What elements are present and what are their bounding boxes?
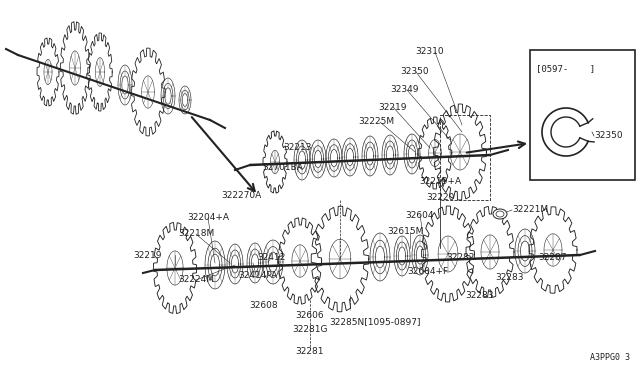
Polygon shape xyxy=(420,204,476,304)
Text: 32281: 32281 xyxy=(296,347,324,356)
Text: 32349: 32349 xyxy=(391,86,419,94)
Text: 32606: 32606 xyxy=(296,311,324,320)
Polygon shape xyxy=(380,130,400,180)
Polygon shape xyxy=(90,40,110,104)
Polygon shape xyxy=(402,129,422,179)
Bar xyxy=(530,50,635,180)
Polygon shape xyxy=(63,30,87,106)
Ellipse shape xyxy=(496,211,504,217)
Polygon shape xyxy=(39,44,57,100)
Polygon shape xyxy=(392,231,412,281)
Polygon shape xyxy=(292,135,312,185)
Text: 32282: 32282 xyxy=(446,253,474,263)
Text: 32604: 32604 xyxy=(406,211,435,219)
Polygon shape xyxy=(310,204,370,314)
Polygon shape xyxy=(134,56,162,128)
Text: 32219+A: 32219+A xyxy=(419,177,461,186)
Text: A3PPG0 3: A3PPG0 3 xyxy=(590,353,630,362)
Text: 32221M: 32221M xyxy=(512,205,548,215)
Text: 32220: 32220 xyxy=(426,193,454,202)
Polygon shape xyxy=(179,86,191,114)
Polygon shape xyxy=(433,102,488,202)
Text: 32204+A: 32204+A xyxy=(187,214,229,222)
Polygon shape xyxy=(262,129,287,195)
Text: 32219: 32219 xyxy=(379,103,407,112)
Text: 32219: 32219 xyxy=(134,250,163,260)
Polygon shape xyxy=(367,227,392,287)
Polygon shape xyxy=(202,235,227,295)
Polygon shape xyxy=(118,65,132,105)
Polygon shape xyxy=(161,78,175,114)
Text: 32608: 32608 xyxy=(250,301,278,310)
Text: 32287: 32287 xyxy=(538,253,566,263)
Text: [0597-    ]: [0597- ] xyxy=(536,64,595,73)
Polygon shape xyxy=(417,116,452,190)
Polygon shape xyxy=(465,205,515,299)
Polygon shape xyxy=(308,135,328,183)
Text: 32281G: 32281G xyxy=(292,326,328,334)
Text: 32283: 32283 xyxy=(466,291,494,299)
Polygon shape xyxy=(340,133,360,181)
Text: 32604+F: 32604+F xyxy=(408,267,449,276)
Text: 32350: 32350 xyxy=(594,131,623,141)
Polygon shape xyxy=(513,224,538,279)
Polygon shape xyxy=(260,234,285,289)
Text: 32213: 32213 xyxy=(284,144,312,153)
Text: 32412: 32412 xyxy=(257,253,285,263)
Polygon shape xyxy=(245,238,265,288)
Polygon shape xyxy=(225,239,245,289)
Text: 32701BA: 32701BA xyxy=(262,164,303,173)
Ellipse shape xyxy=(493,209,507,219)
Text: 32414PA: 32414PA xyxy=(238,270,278,279)
Text: 32283: 32283 xyxy=(496,273,524,282)
Polygon shape xyxy=(324,134,344,182)
Text: 322270A: 322270A xyxy=(221,192,261,201)
Text: 32350: 32350 xyxy=(401,67,429,77)
Polygon shape xyxy=(278,216,323,306)
Text: 32224M: 32224M xyxy=(178,276,214,285)
Text: 32218M: 32218M xyxy=(178,230,214,238)
Text: 32310: 32310 xyxy=(416,48,444,57)
Polygon shape xyxy=(152,221,198,315)
Text: 32225M: 32225M xyxy=(358,118,394,126)
Text: 32285N[1095-0897]: 32285N[1095-0897] xyxy=(329,317,420,327)
Polygon shape xyxy=(528,205,578,295)
Text: 32615M: 32615M xyxy=(387,228,423,237)
Polygon shape xyxy=(360,131,380,181)
Polygon shape xyxy=(410,230,430,280)
